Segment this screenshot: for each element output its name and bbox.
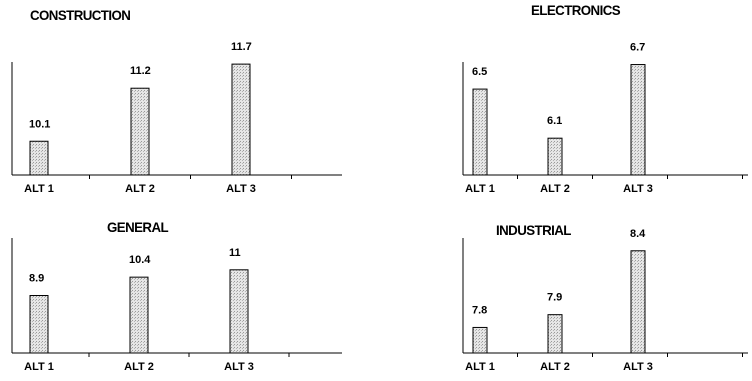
bar [472,88,488,176]
category-label: ALT 2 [540,361,570,373]
bar [630,250,646,354]
data-label: 6.5 [472,66,487,78]
chart-industrial: INDUSTRIAL 7.8 ALT 1 7.9 ALT 2 8.4 ALT 3 [440,212,752,381]
bar [472,326,488,354]
category-label: ALT 3 [623,183,653,195]
chart-construction: CONSTRUCTION 10.1 ALT 1 11.2 ALT 2 11.7 ALT 3 [0,0,360,195]
chart-title: INDUSTRIAL [496,222,571,238]
data-label: 11 [229,247,241,259]
category-label: ALT 2 [125,183,155,195]
category-label: ALT 1 [465,361,495,373]
chart-title: CONSTRUCTION [30,7,131,23]
data-label: 6.7 [630,42,645,54]
category-label: ALT 3 [224,361,254,373]
data-label: 10.1 [29,118,50,130]
bar [630,64,646,176]
category-label: ALT 1 [24,361,54,373]
chart-title: GENERAL [107,219,169,235]
category-label: ALT 1 [465,183,495,195]
category-label: ALT 1 [24,183,54,195]
category-label: ALT 2 [124,361,154,373]
data-label: 6.1 [547,115,562,127]
data-label: 11.7 [231,41,252,53]
bar [29,140,49,176]
chart-electronics: ELECTRONICS 6.5 ALT 1 6.1 ALT 2 6.7 ALT 3 [440,0,752,195]
bar [129,276,149,354]
category-label: ALT 3 [623,361,653,373]
data-label: 11.2 [130,65,151,77]
bar [130,87,150,176]
data-label: 8.9 [29,273,44,285]
category-label: ALT 2 [540,183,570,195]
chart-plot: 10.1 ALT 1 11.2 ALT 2 11.7 ALT 3 [11,41,342,195]
bar [229,269,249,354]
chart-general: GENERAL 8.9 ALT 1 10.4 ALT 2 11 ALT 3 [0,212,360,381]
data-label: 10.4 [129,254,151,266]
data-label: 8.4 [630,228,646,240]
bar [547,314,563,354]
data-label: 7.8 [472,304,487,316]
bar [231,63,251,176]
category-label: ALT 3 [226,183,256,195]
chart-plot: 7.8 ALT 1 7.9 ALT 2 8.4 ALT 3 [462,228,748,373]
chart-plot: 6.5 ALT 1 6.1 ALT 2 6.7 ALT 3 [462,42,748,195]
data-label: 7.9 [547,292,562,304]
bar [29,295,49,354]
chart-title: ELECTRONICS [531,2,621,18]
chart-plot: 8.9 ALT 1 10.4 ALT 2 11 ALT 3 [11,238,342,373]
bar [547,137,563,176]
